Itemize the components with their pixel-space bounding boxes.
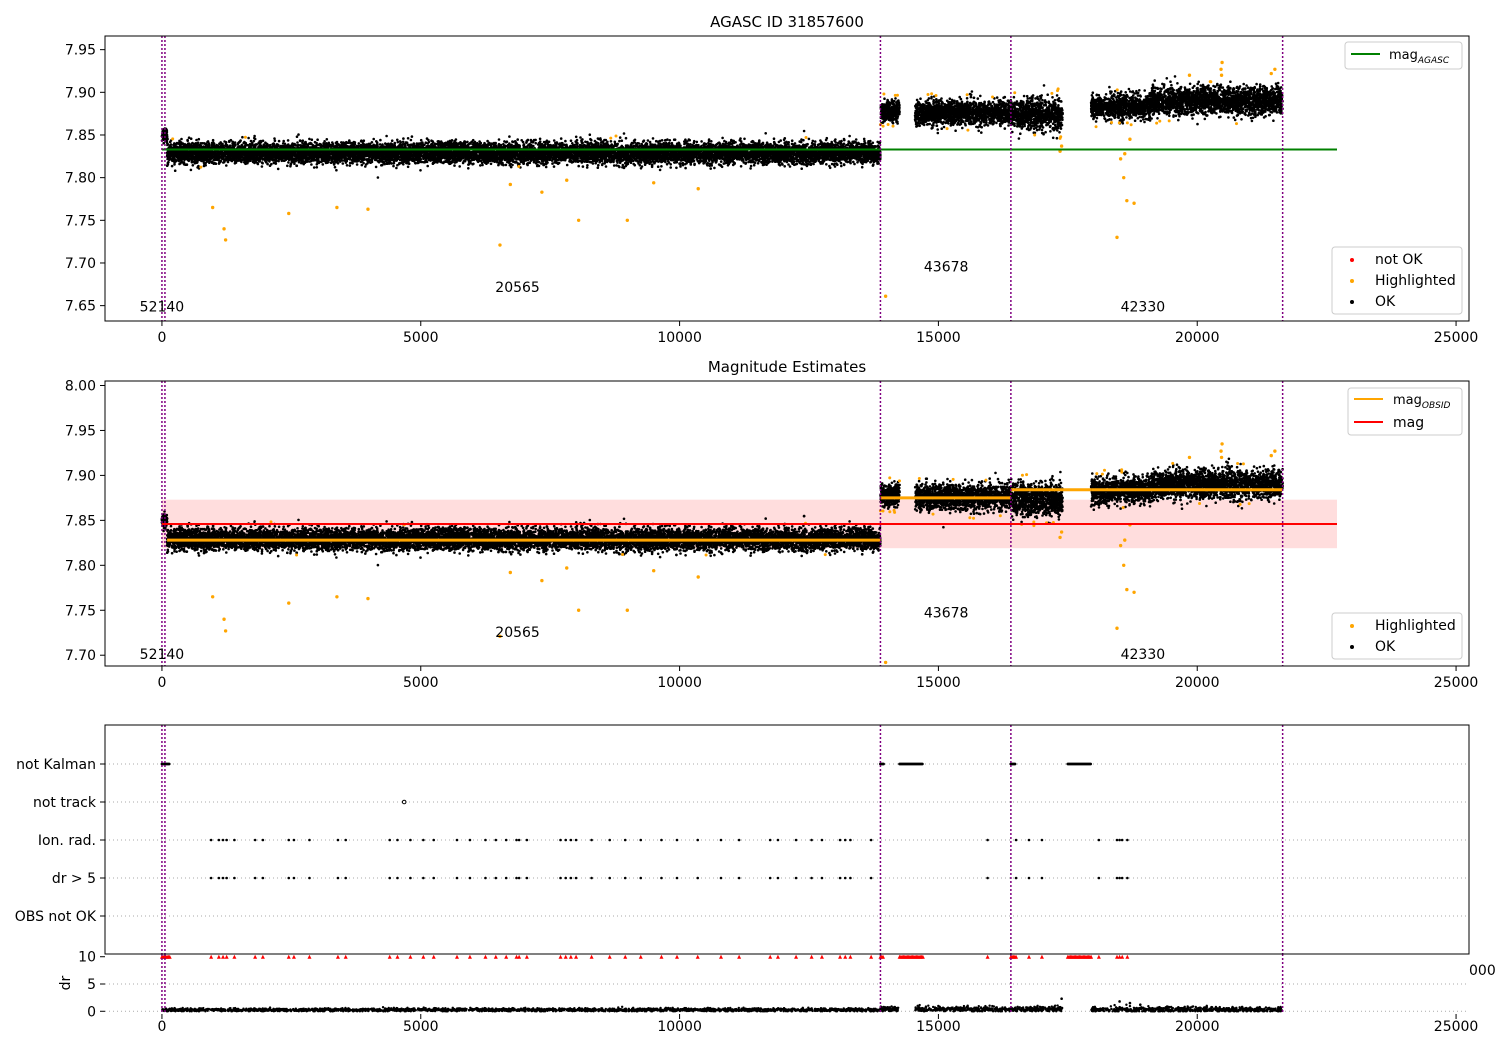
ok-point (166, 137, 169, 141)
agasc-panel-title: AGASC ID 31857600 (710, 13, 864, 31)
ok-point (612, 164, 616, 167)
ok-point (481, 163, 484, 167)
ok-point (191, 164, 195, 167)
ok-point (618, 136, 622, 139)
ok-point (622, 132, 626, 135)
ok-point (842, 142, 846, 146)
ok-point (467, 167, 470, 170)
ok-point (620, 139, 624, 142)
ok-point (409, 138, 413, 142)
ok-point (345, 164, 349, 167)
ok-point (856, 161, 859, 164)
ok-point (783, 165, 786, 168)
ok-point (225, 164, 228, 167)
ok-point (840, 164, 843, 168)
ok-point (719, 160, 723, 163)
ok-point (173, 169, 177, 172)
ok-point (454, 138, 458, 141)
ok-point (385, 134, 388, 138)
ok-point (802, 138, 805, 142)
ok-point (621, 163, 625, 167)
ok-point (772, 137, 776, 140)
ok-point (406, 165, 410, 169)
ok-point (260, 161, 264, 164)
ok-point (273, 137, 276, 140)
ok-point (396, 138, 399, 142)
ok-point (241, 135, 244, 139)
ok-point (165, 130, 169, 134)
ok-point (833, 165, 837, 168)
ok-point (497, 138, 501, 141)
ok-point (604, 138, 608, 142)
ok-point (276, 167, 280, 171)
ok-point (286, 139, 290, 142)
ok-point (222, 161, 225, 164)
ok-point (295, 164, 298, 167)
ok-point (588, 133, 592, 136)
ok-point (552, 139, 556, 142)
ok-point (323, 140, 326, 143)
ok-point (811, 139, 815, 143)
ok-point (544, 165, 548, 169)
ok-point (683, 142, 686, 146)
ok-point (335, 168, 338, 172)
ok-point (390, 139, 394, 142)
ok-point (325, 138, 329, 141)
ok-point (743, 137, 746, 141)
ok-point (511, 163, 514, 167)
ok-point (585, 166, 589, 169)
ok-point (293, 162, 296, 165)
ok-point (393, 141, 397, 145)
ok-point (597, 163, 600, 167)
ok-point (569, 139, 573, 142)
ok-point (749, 167, 752, 170)
ok-point (295, 135, 299, 138)
ok-point (340, 141, 343, 144)
ok-point (333, 165, 337, 169)
ok-point (710, 140, 713, 143)
ok-point (398, 140, 402, 143)
ok-point (565, 163, 569, 167)
ok-point (396, 140, 400, 144)
ok-point (787, 163, 790, 166)
ok-point (695, 140, 699, 144)
ok-point (189, 168, 193, 172)
ok-point (596, 166, 600, 169)
ok-point (574, 135, 578, 139)
ok-point (660, 165, 663, 168)
ok-point (308, 137, 311, 141)
ok-point (378, 143, 382, 146)
ok-point (651, 137, 655, 140)
ok-point (348, 164, 352, 167)
ok-point (580, 139, 583, 142)
ok-point (571, 142, 574, 145)
ok-point (800, 167, 803, 170)
ok-point (658, 168, 662, 172)
ok-point (739, 165, 743, 168)
ok-point (669, 166, 672, 169)
ok-point (609, 140, 613, 143)
ok-point (824, 138, 828, 142)
ok-point (298, 139, 302, 142)
ok-point (807, 137, 811, 141)
ok-point (681, 161, 685, 165)
ok-point (633, 138, 637, 142)
